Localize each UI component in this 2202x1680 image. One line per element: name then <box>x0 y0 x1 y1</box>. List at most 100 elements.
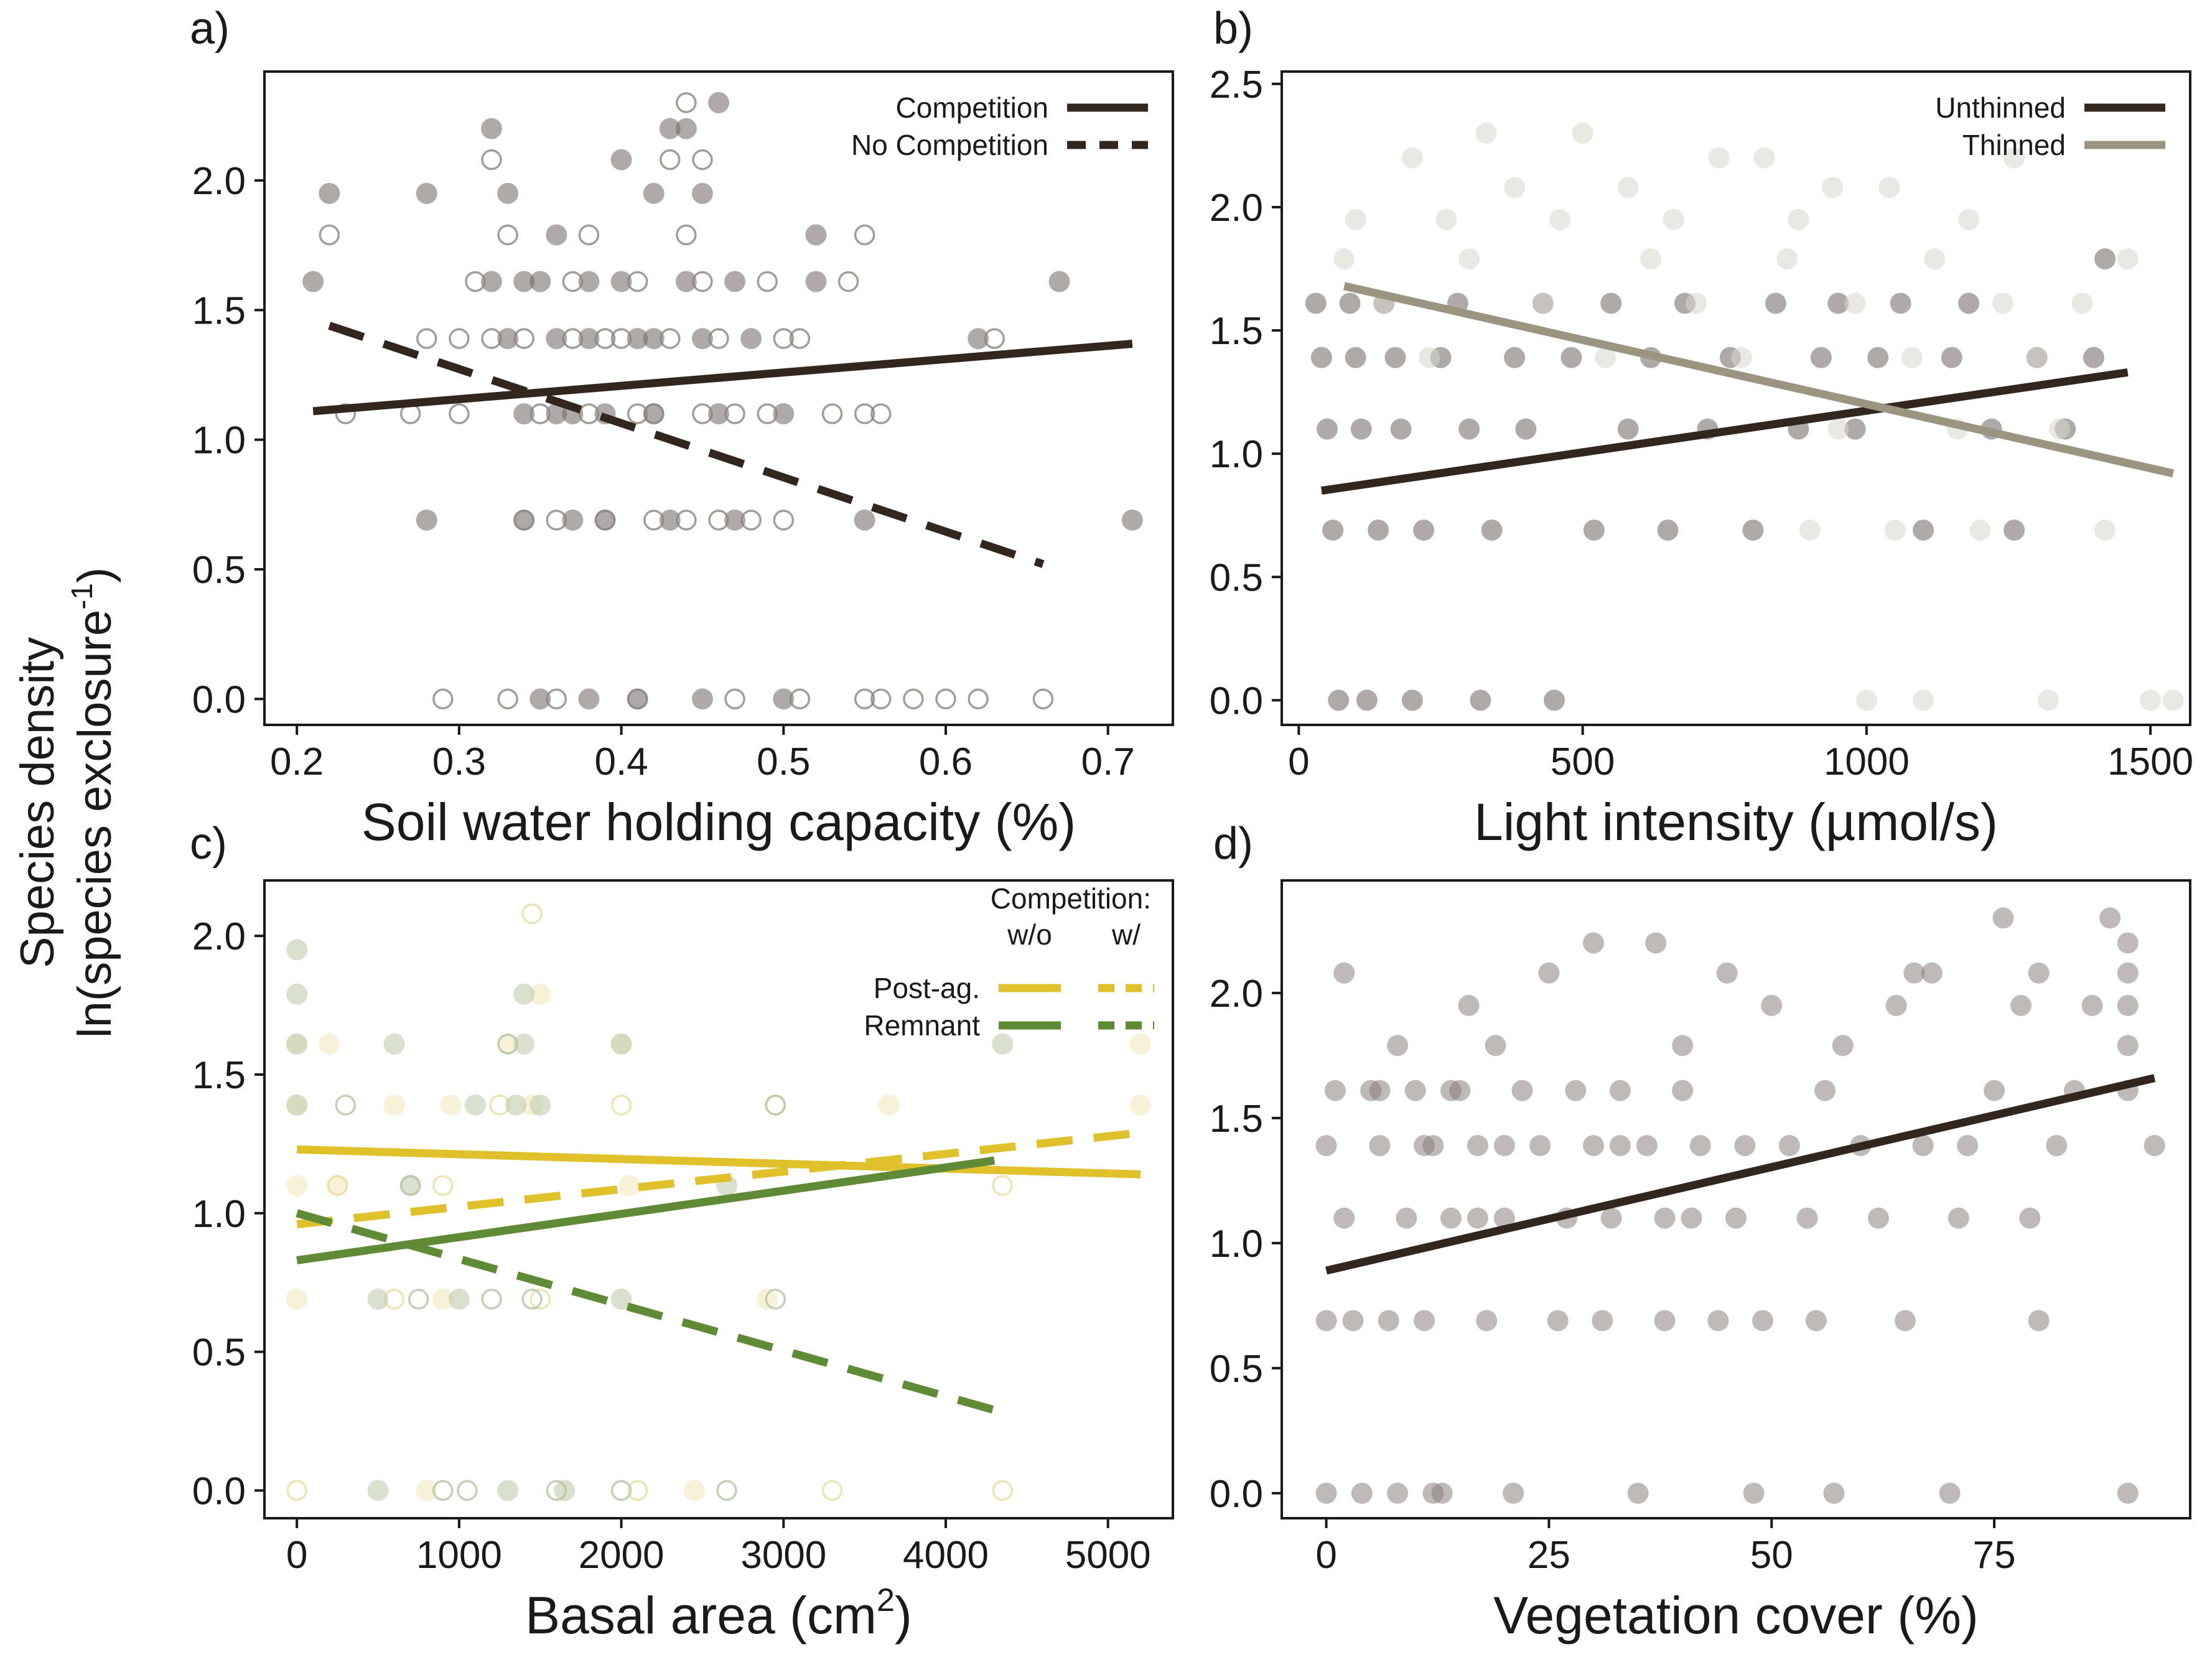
data-point <box>1547 1310 1569 1332</box>
x-tick-label: 0 <box>286 1534 307 1577</box>
trend-line <box>296 1209 996 1414</box>
data-point <box>1414 1135 1435 1157</box>
data-point <box>1583 519 1605 541</box>
data-point <box>1600 1207 1622 1229</box>
data-point <box>1345 208 1366 230</box>
data-point <box>627 688 648 710</box>
data-point <box>2004 147 2025 169</box>
data-point-open <box>432 1175 454 1196</box>
data-point <box>1384 347 1406 368</box>
data-point <box>1992 292 2013 314</box>
data-point-open <box>757 271 778 292</box>
data-point <box>1538 962 1560 984</box>
data-point-open <box>724 688 745 710</box>
data-point <box>1515 418 1537 440</box>
data-point <box>530 983 551 1005</box>
data-point <box>992 1033 1014 1055</box>
data-point <box>2117 962 2139 984</box>
data-point <box>1475 123 1497 144</box>
data-point <box>2071 292 2093 314</box>
data-point <box>1310 347 1332 368</box>
data-point <box>1878 177 1900 198</box>
data-point-open <box>481 328 502 349</box>
data-point <box>610 149 632 170</box>
plot-area <box>302 92 1143 710</box>
x-tick-label: 0 <box>1288 740 1309 783</box>
y-tick-label: 0.5 <box>1210 1348 1263 1391</box>
y-tick-label: 1.0 <box>192 1193 246 1236</box>
data-point <box>757 1288 778 1310</box>
data-point <box>432 1288 454 1310</box>
x-axis-title: Vegetation cover (%) <box>1493 1586 1979 1645</box>
x-tick-label: 5000 <box>1065 1534 1151 1577</box>
data-point <box>1948 1207 1969 1229</box>
data-point-open <box>708 328 729 349</box>
data-point <box>1689 1135 1711 1157</box>
data-point <box>968 328 989 350</box>
y-tick-label: 1.5 <box>192 289 246 332</box>
legend-label: Competition <box>896 91 1048 124</box>
data-point-open <box>903 688 924 710</box>
data-point <box>1707 1310 1729 1332</box>
data-point <box>2094 519 2116 541</box>
data-point <box>367 1480 389 1501</box>
legend-label: Unthinned <box>1935 91 2066 124</box>
data-point <box>1636 1135 1658 1157</box>
data-point <box>773 403 795 424</box>
data-point <box>1984 1080 2005 1101</box>
data-point <box>1333 248 1355 270</box>
panel-c: c) 0 1000 2000 3000 4000 5000 0.0 0.5 1.0 1.5 2.0 Ba… <box>190 819 1174 1645</box>
data-point <box>1529 1135 1551 1157</box>
data-point-open <box>765 1094 786 1116</box>
data-point-open <box>992 1175 1013 1196</box>
data-point <box>2010 994 2032 1016</box>
data-point <box>1345 347 1366 368</box>
data-point <box>1493 1207 1515 1229</box>
y-tick-label: 1.0 <box>1210 1223 1263 1266</box>
data-point-open <box>724 403 745 424</box>
data-point <box>1369 1080 1391 1101</box>
x-axis-title-superscript: 2 <box>877 1582 895 1618</box>
data-point <box>481 118 502 139</box>
data-point <box>1867 347 1889 368</box>
data-point <box>1805 1310 1827 1332</box>
plot-frame <box>263 879 1174 1519</box>
data-point <box>1903 962 1925 984</box>
data-point <box>1894 1310 1916 1332</box>
data-point <box>530 688 551 710</box>
data-point-open <box>992 1480 1013 1501</box>
data-point-open <box>676 510 697 531</box>
plot-area <box>1315 907 2165 1504</box>
data-point-open <box>521 1289 543 1310</box>
data-point-open <box>740 510 762 531</box>
y-tick-label: 1.0 <box>1210 433 1263 476</box>
data-point-open <box>789 328 811 349</box>
data-point <box>2083 347 2104 368</box>
data-point <box>546 403 567 424</box>
data-point <box>683 1480 705 1501</box>
legend-title: Competition: <box>991 882 1151 915</box>
data-point <box>1776 248 1798 270</box>
data-point <box>530 1094 551 1116</box>
data-point <box>286 1033 308 1055</box>
data-point <box>1333 1207 1355 1229</box>
plot-frame <box>1281 70 2191 726</box>
y-tick-label: 2.0 <box>1210 187 1263 230</box>
data-point <box>1941 347 1962 368</box>
data-point <box>1708 147 1730 169</box>
x-axis-title-main: Basal area (cm <box>525 1586 877 1645</box>
panel-label: b) <box>1213 4 1253 54</box>
data-point <box>1404 1080 1426 1101</box>
data-point <box>383 1033 405 1055</box>
data-point <box>416 509 437 531</box>
data-point-open <box>854 688 875 710</box>
data-point <box>416 1480 437 1501</box>
data-point-open <box>286 1480 307 1501</box>
legend-label: Remnant <box>864 1009 980 1042</box>
y-tick-label: 2.0 <box>192 915 246 958</box>
data-point-open <box>530 403 551 424</box>
data-point <box>383 1094 405 1116</box>
x-axis-title: Basal area (cm2) <box>525 1582 912 1645</box>
data-point-open <box>643 510 665 531</box>
data-point-open <box>968 688 989 710</box>
